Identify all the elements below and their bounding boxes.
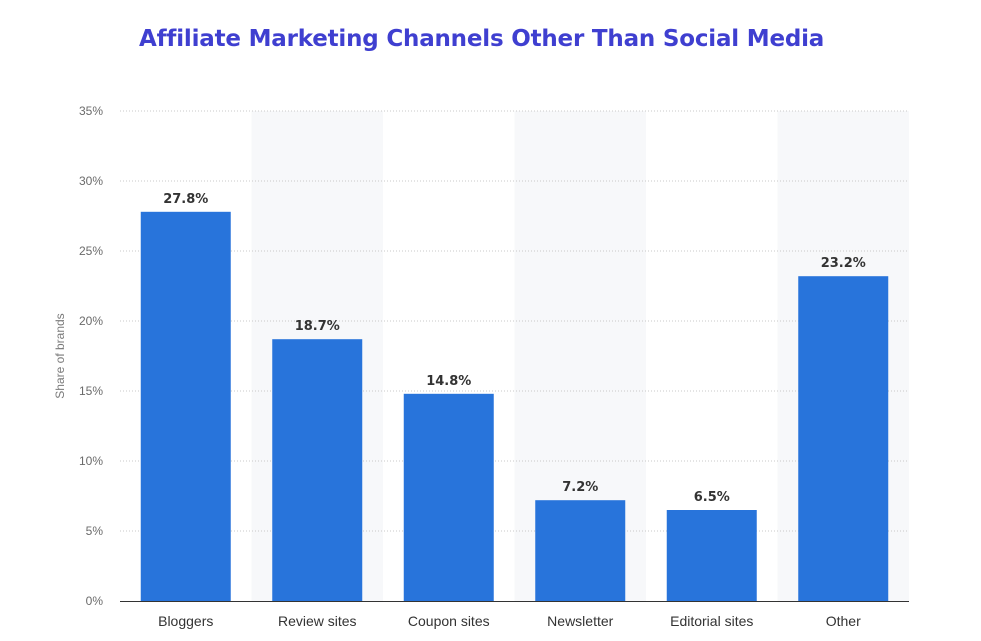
x-tick-label: Review sites [278, 613, 357, 629]
x-tick-label: Editorial sites [670, 613, 753, 629]
x-axis-ticks: Bloggers Review sites Coupon sites Newslett… [158, 613, 861, 629]
bar-editorial-sites [666, 510, 757, 601]
x-tick-label: Coupon sites [408, 613, 490, 629]
y-tick-label: 30% [79, 174, 103, 188]
data-label: 18.7% [295, 319, 340, 334]
data-label: 6.5% [694, 490, 730, 505]
x-tick-label: Bloggers [158, 613, 213, 629]
y-tick-label: 20% [79, 314, 103, 328]
chart-title: Affiliate Marketing Channels Other Than … [139, 26, 825, 52]
data-label: 27.8% [163, 192, 208, 207]
y-tick-label: 35% [79, 104, 103, 118]
data-label: 23.2% [821, 256, 866, 271]
bar-newsletter [535, 500, 626, 601]
y-tick-label: 15% [79, 384, 103, 398]
bar-review-sites [272, 339, 363, 601]
x-tick-label: Newsletter [547, 613, 613, 629]
data-label: 14.8% [426, 374, 471, 389]
bars [140, 211, 889, 602]
y-axis-ticks: 0% 5% 10% 15% 20% 25% 30% 35% [79, 104, 103, 608]
bar-other [798, 276, 889, 601]
gridlines [120, 110, 909, 532]
data-label: 7.2% [562, 480, 598, 495]
bar-coupon-sites [403, 393, 494, 601]
y-tick-label: 5% [86, 524, 104, 538]
y-axis-label: Share of brands [53, 313, 67, 398]
bar-bloggers [140, 211, 231, 602]
x-tick-label: Other [826, 613, 861, 629]
y-tick-label: 0% [86, 594, 104, 608]
y-tick-label: 25% [79, 244, 103, 258]
data-labels: 27.8% 18.7% 14.8% 7.2% 6.5% 23.2% [163, 192, 866, 505]
y-tick-label: 10% [79, 454, 103, 468]
